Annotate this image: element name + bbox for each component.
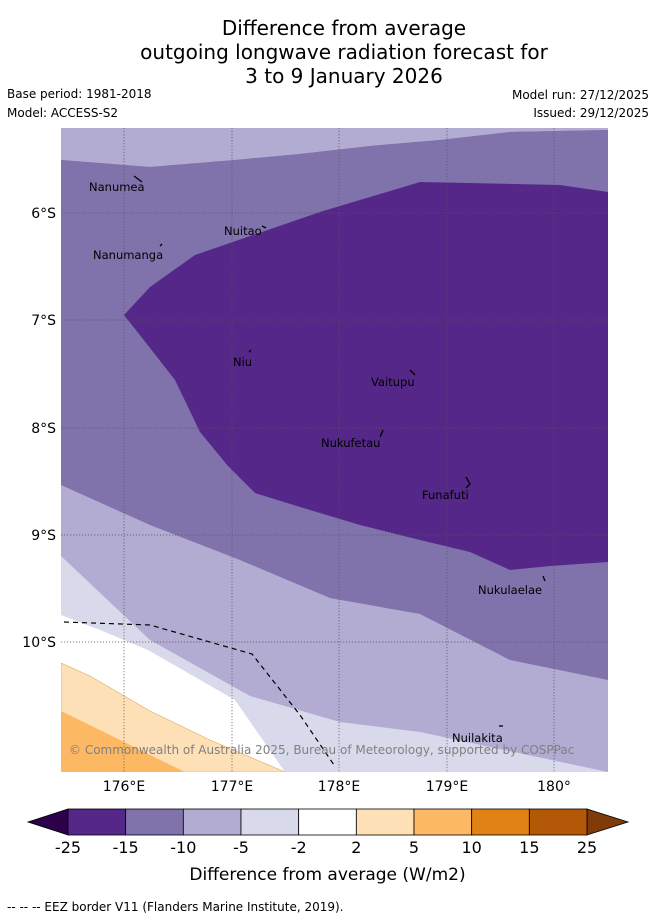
island-label-vaitupu: Vaitupu [371,375,415,389]
colorbar-tick-label: -2 [291,838,307,857]
lon-label-180: 180° [537,779,571,795]
island-shape-nukulaelae [542,575,546,582]
colorbar-label: Difference from average (W/m2) [189,865,466,885]
colorbar-segment [182,808,242,836]
lat-label-9s: 9°S [31,528,56,544]
colorbar-tick-label: -5 [233,838,249,857]
island-shape-nukufetau [379,429,384,438]
island-shape-niu [248,349,252,353]
model-run: Model run: 27/12/2025 [511,88,649,102]
model-name: Model: ACCESS-S2 [7,106,119,120]
lat-label-6s: 6°S [31,206,56,222]
title-line-1: Difference from average [221,16,467,40]
issued-date: Issued: 29/12/2025 [533,106,649,120]
colorbar-under-arrow [26,808,69,836]
colorbar-tick-label: -15 [113,838,139,857]
lat-label-10s: 10°S [22,635,56,651]
lon-label-176e: 176°E [103,779,146,795]
lon-label-179e: 179°E [426,779,469,795]
lon-label-177e: 177°E [211,779,254,795]
island-shapes [133,175,546,727]
island-shape-vaitupu [409,369,416,376]
colorbar-segment [125,808,184,836]
colorbar-segment [67,808,127,836]
chart-title: Difference from average outgoing longwav… [0,16,655,88]
colorbar-tick-label: 2 [351,838,361,857]
colorbar-segment [471,808,530,836]
title-line-2: outgoing longwave radiation forecast for [140,40,548,64]
island-label-niu: Niu [233,355,252,369]
island-label-nanumea: Nanumea [89,180,145,194]
island-label-nukufetau: Nukufetau [321,436,380,450]
field-band-top-light [61,128,608,167]
island-label-nukulaelae: Nukulaelae [478,583,542,597]
colorbar-segment [413,808,473,836]
colorbar-tick-label: 10 [461,838,481,857]
island-label-nanumanga: Nanumanga [93,248,163,262]
title-line-3: 3 to 9 January 2026 [245,64,443,88]
colorbar-tick-label: 5 [409,838,419,857]
eez-legend: -- -- -- EEZ border V11 (Flanders Marine… [7,900,344,914]
eez-border-line [63,621,335,766]
field-band-plus-5-to-plus-10 [61,711,185,772]
field-band-strong-negative-core [124,182,608,570]
colorbar-segment [298,808,357,836]
colorbar-over-arrow [586,808,630,836]
base-period: Base period: 1981-2018 [7,87,152,101]
colorbar-tick-label: -25 [55,838,81,857]
map-gridlines [61,128,608,772]
field-band-top-mid [61,130,608,315]
copyright-notice: © Commonwealth of Australia 2025, Bureau… [69,743,574,757]
island-shape-funafuti [465,476,471,489]
island-shape-nanumea [133,175,143,183]
lat-label-8s: 8°S [31,421,56,437]
colorbar-segment [355,808,415,836]
colorbar-segment [240,808,300,836]
island-shape-nanumanga [159,243,163,247]
island-label-funafuti: Funafuti [422,488,469,502]
island-label-nuitao: Nuitao [224,224,262,238]
colorbar-segment [528,808,588,836]
island-label-nuilakita: Nuilakita [452,731,503,745]
colorbar-tick-label: 25 [577,838,597,857]
lon-label-178e: 178°E [318,779,361,795]
lat-label-7s: 7°S [31,313,56,329]
colorbar-tick-label: -10 [170,838,196,857]
colorbar-tick-label: 15 [519,838,539,857]
island-shape-nuitao [261,225,267,229]
